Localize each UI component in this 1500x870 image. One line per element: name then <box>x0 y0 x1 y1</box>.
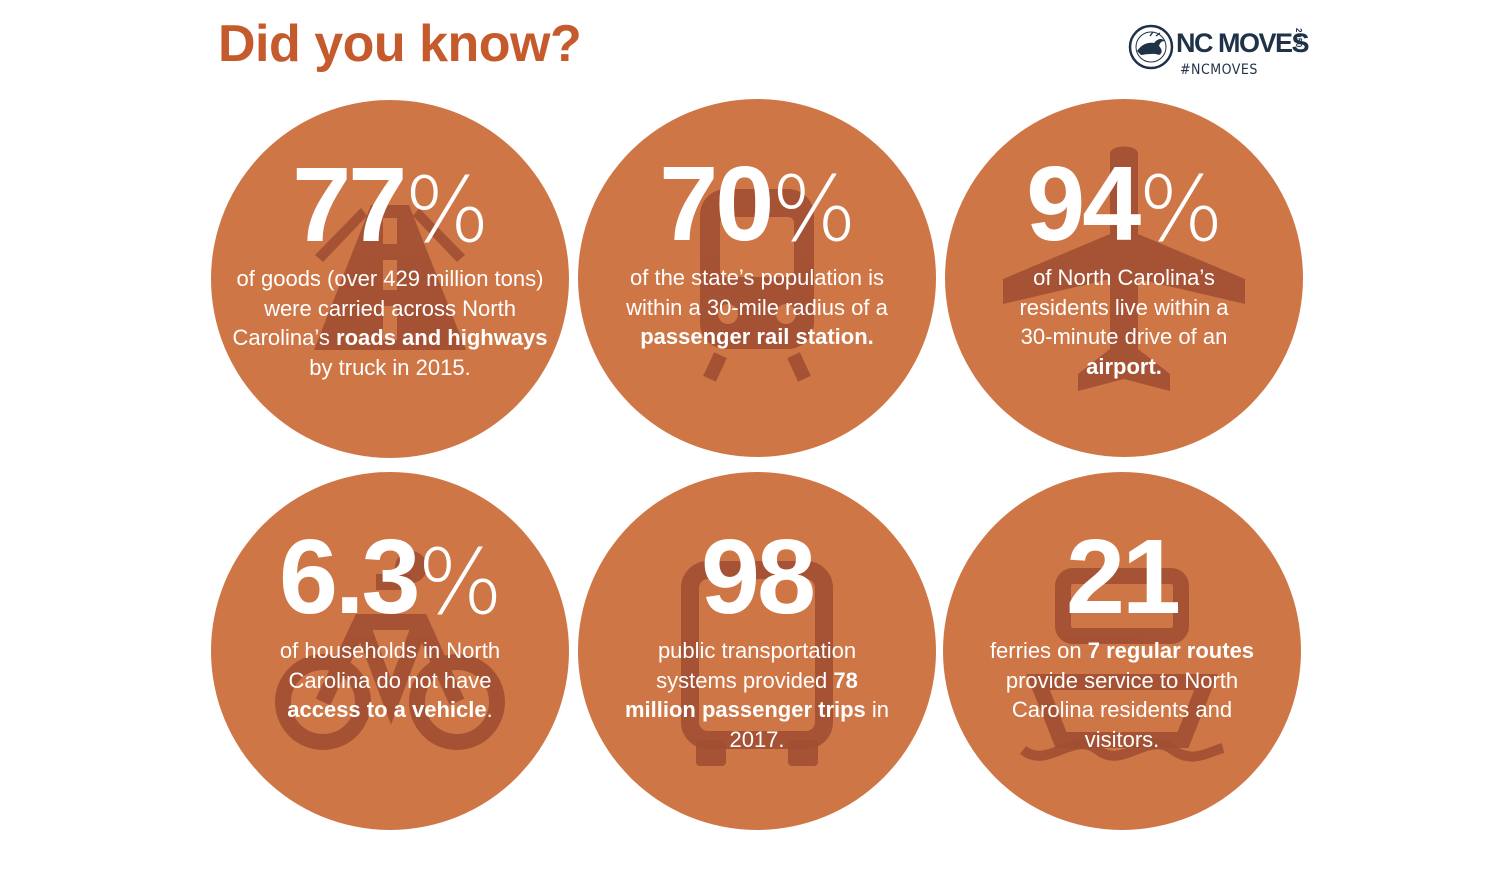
stat-circle-rail: 70% of the state’s population is within … <box>578 99 936 457</box>
stat-value: 70% <box>578 151 936 257</box>
stat-number: 70 <box>659 145 774 263</box>
logo-hashtag: #NCMOVES <box>1180 62 1258 78</box>
desc-bold: airport. <box>1086 353 1162 379</box>
stat-number: 6.3 <box>279 518 420 636</box>
desc-text: by truck in 2015. <box>309 354 471 380</box>
stat-description: of the state’s population is within a 30… <box>608 263 906 352</box>
stat-number: 77 <box>292 146 407 264</box>
stat-unit: % <box>417 530 503 635</box>
stat-circle-airport: 94% of North Carolina’s residents live w… <box>945 99 1303 457</box>
desc-text: of goods (over 429 million tons) were ca… <box>232 266 544 350</box>
stat-value: 98 <box>578 524 936 630</box>
stat-unit: % <box>1138 157 1224 262</box>
stat-description: ferries on 7 regular routes provide serv… <box>983 636 1261 754</box>
stat-value: 6.3% <box>211 524 569 630</box>
airplane-icon <box>1003 146 1245 391</box>
stat-number: 94 <box>1026 145 1141 263</box>
stat-number: 21 <box>1066 518 1181 636</box>
desc-text: of the state’s population is within a 30… <box>626 265 888 320</box>
ncdot-seal-icon <box>1128 24 1174 70</box>
stat-unit: % <box>404 158 490 263</box>
stat-description: public transportation systems provided 7… <box>618 636 896 754</box>
desc-text: in 2017. <box>729 697 890 752</box>
desc-bold: roads and highways <box>336 325 548 350</box>
desc-text: public transportation systems provided <box>656 638 857 693</box>
desc-text: of North Carolina’s residents live withi… <box>1019 265 1229 349</box>
desc-text: provide service to North Carolina reside… <box>1005 667 1239 752</box>
desc-text: ferries on <box>989 638 1088 663</box>
bicycle-icon <box>275 551 505 750</box>
page-title: Did you know? <box>218 15 582 73</box>
stat-circle-vehicle: 6.3% of households in North Carolina do … <box>211 472 569 830</box>
logo-year: 2050 <box>1294 28 1303 48</box>
stat-number: 98 <box>701 518 816 636</box>
desc-text: . <box>486 697 493 722</box>
stat-circle-roads: 77% of goods (over 429 million tons) wer… <box>211 100 569 458</box>
stat-value: 21 <box>943 524 1301 630</box>
bus-icon <box>681 561 833 766</box>
desc-bold: access to a vehicle <box>287 697 487 722</box>
logo-wordmark: NC MOVES <box>1176 28 1310 58</box>
stat-description: of goods (over 429 million tons) were ca… <box>231 264 549 382</box>
stat-unit: % <box>771 157 857 262</box>
ferry-icon <box>1019 568 1225 762</box>
stat-value: 77% <box>211 152 569 258</box>
stat-description: of North Carolina’s residents live withi… <box>1003 263 1245 381</box>
desc-bold: passenger rail station. <box>640 324 874 349</box>
train-icon <box>700 189 814 382</box>
stat-circle-ferries: 21 ferries on 7 regular routes provide s… <box>943 472 1301 830</box>
desc-bold: 78 million passenger trips <box>624 667 866 723</box>
road-icon <box>314 205 466 350</box>
desc-bold: 7 regular routes <box>1087 638 1255 663</box>
desc-text: of households in North Carolina do not h… <box>279 638 501 693</box>
stat-circle-transit: 98 public transportation systems provide… <box>578 472 936 830</box>
stat-description: of households in North Carolina do not h… <box>255 636 525 725</box>
nc-moves-logo: NC MOVES 2050 #NCMOVES <box>1128 24 1310 84</box>
stat-value: 94% <box>945 151 1303 257</box>
